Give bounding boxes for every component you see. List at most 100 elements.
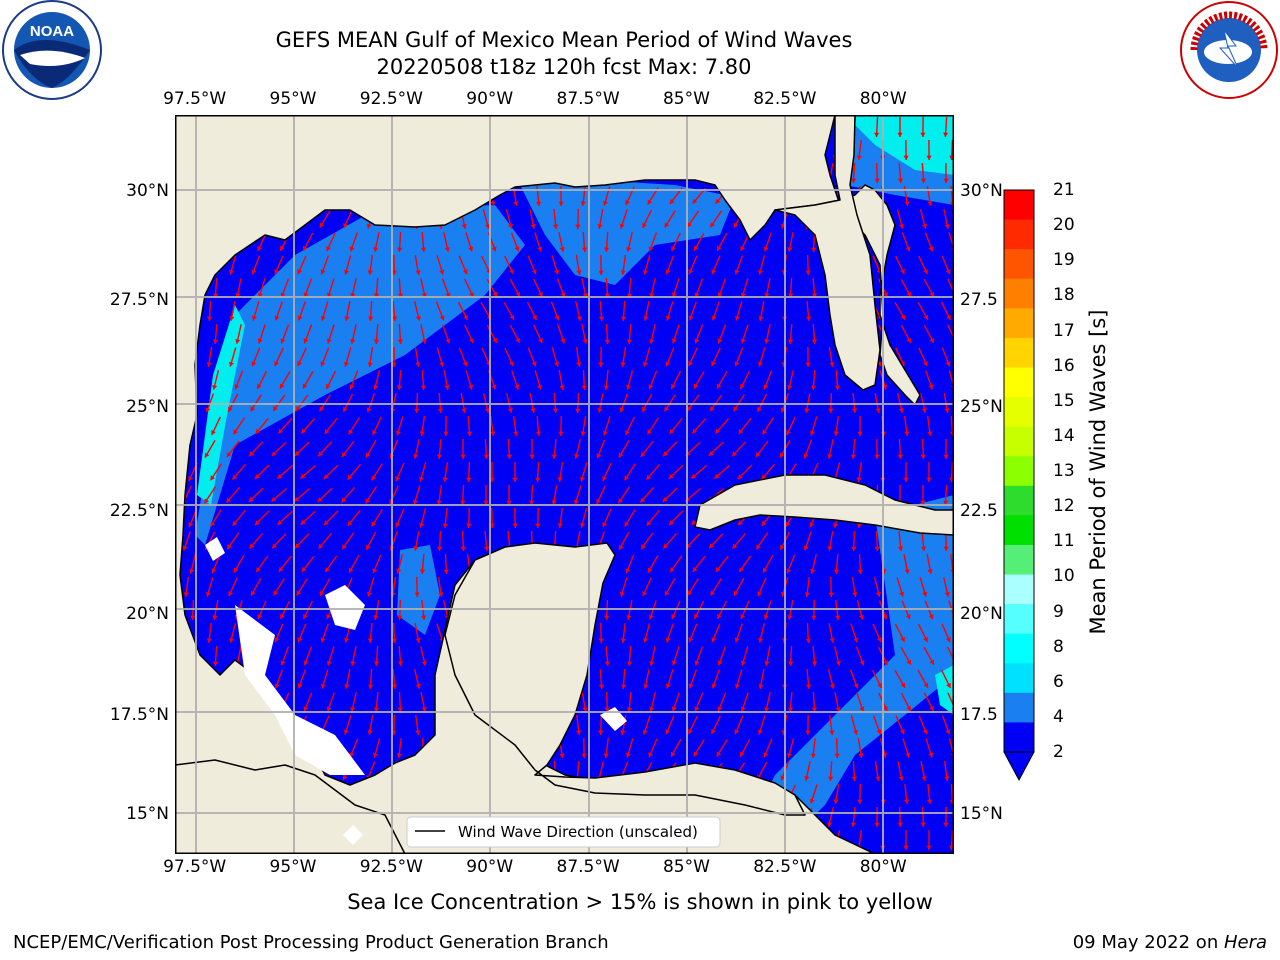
wind-arrow — [320, 255, 330, 275]
wind-arrow — [902, 738, 911, 758]
colorbar-segment — [1004, 397, 1034, 428]
wind-arrow — [575, 301, 582, 321]
wind-arrow — [415, 714, 421, 736]
wind-arrow — [397, 323, 403, 345]
wind-arrow — [320, 347, 330, 367]
sea-ice-note: Sea Ice Concentration > 15% is shown in … — [347, 890, 933, 914]
lat-tick-right: 15°N — [960, 804, 1003, 825]
wind-arrow — [787, 738, 795, 758]
wind-arrow — [533, 278, 543, 298]
colorbar-segment — [1004, 722, 1034, 753]
wind-arrow — [551, 255, 560, 275]
wind-arrow — [738, 417, 752, 435]
wind-arrow — [597, 209, 604, 229]
wind-arrow — [688, 669, 698, 689]
wind-arrow — [598, 254, 604, 276]
wind-arrow — [849, 669, 859, 689]
wind-arrow — [758, 301, 765, 321]
wind-arrow — [419, 508, 427, 528]
wind-arrow — [733, 577, 745, 597]
wind-arrow — [810, 554, 817, 574]
colorbar-segment — [1004, 604, 1034, 635]
wind-arrow — [458, 347, 468, 367]
wind-arrow — [580, 508, 588, 528]
wind-arrow — [414, 623, 421, 643]
colorbar-tick: 8 — [1053, 636, 1064, 657]
wind-arrow — [717, 692, 727, 712]
nws-logo — [1180, 1, 1278, 99]
colorbar-tick: 20 — [1053, 215, 1075, 236]
colorbar-segment — [1004, 249, 1034, 280]
wind-arrow — [896, 209, 904, 229]
wind-arrow — [598, 346, 604, 368]
wind-arrow — [326, 232, 336, 252]
wind-arrow — [828, 576, 834, 598]
wind-arrow — [734, 715, 744, 735]
wind-arrow — [256, 370, 268, 390]
wind-arrow — [527, 347, 537, 367]
wind-arrow — [395, 416, 404, 436]
wind-arrow — [580, 416, 587, 436]
wind-arrow — [255, 417, 269, 435]
wind-arrow — [640, 532, 654, 550]
wind-arrow — [527, 255, 537, 275]
wind-arrow — [512, 461, 518, 483]
wind-arrow — [231, 463, 247, 481]
wind-arrow — [874, 438, 880, 460]
wind-arrow — [894, 669, 906, 689]
wind-arrow — [463, 278, 475, 298]
wind-arrow — [602, 416, 611, 436]
legend-label: Wind Wave Direction (unscaled) — [458, 823, 698, 841]
colorbar-segment — [1004, 337, 1034, 368]
wind-arrow — [874, 530, 880, 552]
lat-tick-left: 15°N — [126, 804, 169, 825]
wind-arrow — [671, 692, 680, 712]
wind-arrow — [443, 370, 450, 390]
wind-arrow — [943, 806, 949, 828]
wind-arrow — [280, 646, 290, 666]
wind-arrow — [553, 208, 559, 230]
wind-arrow — [787, 370, 794, 390]
lat-tick-right: 25°N — [960, 396, 1003, 417]
wind-arrow — [850, 623, 859, 643]
wind-arrow — [918, 347, 928, 367]
wind-arrow — [297, 347, 307, 367]
colorbar-tick: 4 — [1053, 706, 1064, 727]
wind-arrow — [370, 463, 384, 481]
colorbar-tick: 2 — [1053, 742, 1064, 762]
wind-arrow — [805, 346, 811, 368]
wind-arrow — [255, 555, 269, 573]
wind-arrow — [716, 232, 728, 252]
lat-tick-left: 17.5°N — [109, 704, 169, 725]
wind-arrow — [374, 277, 380, 299]
colorbar-extend-triangle — [1003, 751, 1035, 782]
wind-arrow — [505, 209, 513, 229]
wind-arrow — [226, 532, 240, 550]
wind-arrow — [396, 737, 402, 759]
wind-arrow — [443, 232, 450, 252]
wind-arrow — [443, 553, 449, 575]
wind-arrow — [900, 324, 912, 344]
wind-arrow — [317, 487, 333, 503]
lon-tick-bot: 92.5°W — [359, 857, 423, 877]
wind-arrow — [665, 347, 675, 367]
wind-arrow — [618, 440, 630, 458]
wind-arrow — [373, 232, 380, 252]
wind-arrow — [189, 554, 197, 574]
wind-arrow — [920, 438, 926, 460]
wind-arrow — [232, 509, 246, 527]
wind-arrow — [248, 441, 264, 457]
wind-arrow — [251, 301, 260, 321]
wind-arrow — [669, 555, 683, 573]
wind-arrow — [442, 507, 448, 529]
wind-arrow — [340, 486, 356, 504]
wind-arrow — [203, 486, 217, 504]
wind-arrow — [715, 555, 729, 573]
wind-arrow — [278, 555, 292, 573]
wind-arrow — [927, 783, 933, 805]
wind-arrow — [833, 553, 840, 575]
wind-arrow — [371, 509, 383, 527]
wind-arrow — [894, 623, 906, 643]
wind-arrow — [734, 669, 743, 689]
wind-arrow — [529, 438, 535, 460]
